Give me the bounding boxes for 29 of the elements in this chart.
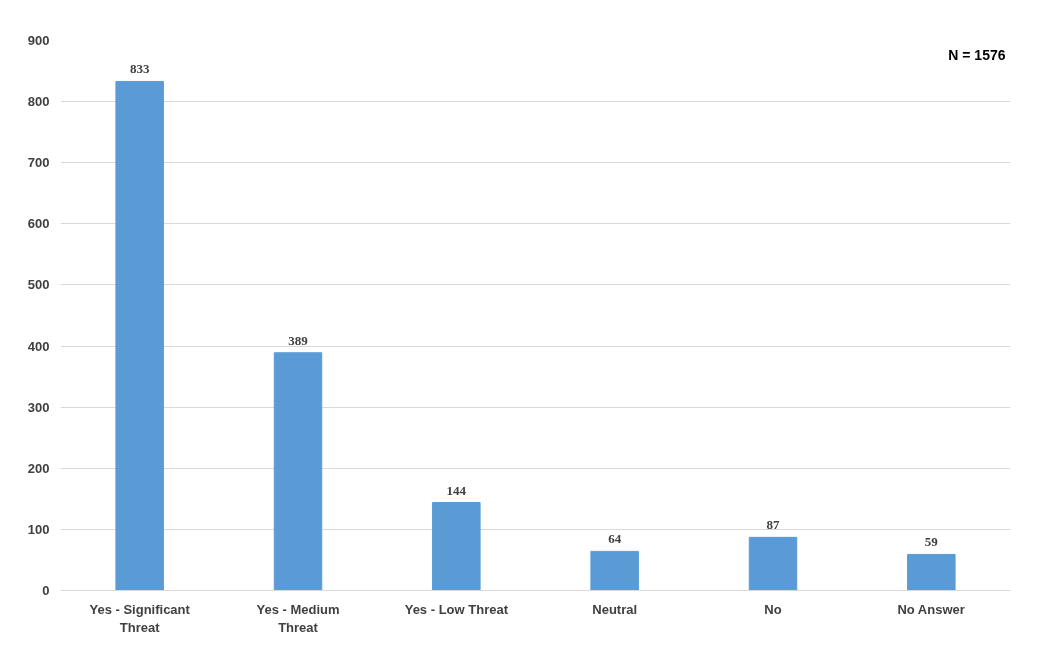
y-tick-label: 700	[27, 155, 50, 171]
y-tick-label: 300	[27, 399, 50, 415]
data-label: 389	[288, 332, 309, 348]
data-label: 59	[924, 534, 939, 550]
data-label: 64	[608, 531, 622, 547]
y-tick-label: 200	[27, 460, 50, 476]
bar	[432, 502, 481, 591]
y-tick-label: 900	[27, 33, 50, 48]
bar	[907, 553, 956, 591]
y-tick-label: 100	[27, 521, 50, 537]
data-label: 87	[766, 517, 780, 533]
data-label: 833	[129, 61, 150, 77]
x-tick-label: Neutral	[592, 601, 638, 617]
bar	[748, 536, 798, 591]
annotation: N = 1576	[948, 46, 1006, 63]
x-tick-label: Yes - Low Threat	[404, 601, 509, 617]
bar	[273, 352, 323, 591]
y-tick-label: 0	[42, 583, 50, 598]
x-tick-label: No Answer	[897, 601, 965, 617]
bar	[590, 550, 639, 591]
x-tick-label: No	[764, 601, 782, 617]
x-tick-label: Yes - Significant Threat	[89, 601, 191, 635]
x-tick-label: Yes - Medium Threat	[256, 601, 340, 635]
y-tick-label: 800	[27, 94, 50, 110]
data-label: 144	[446, 482, 467, 498]
y-tick-label: 500	[27, 277, 50, 293]
bar	[115, 80, 164, 591]
y-tick-label: 400	[27, 338, 50, 354]
y-tick-label: 600	[27, 216, 50, 232]
